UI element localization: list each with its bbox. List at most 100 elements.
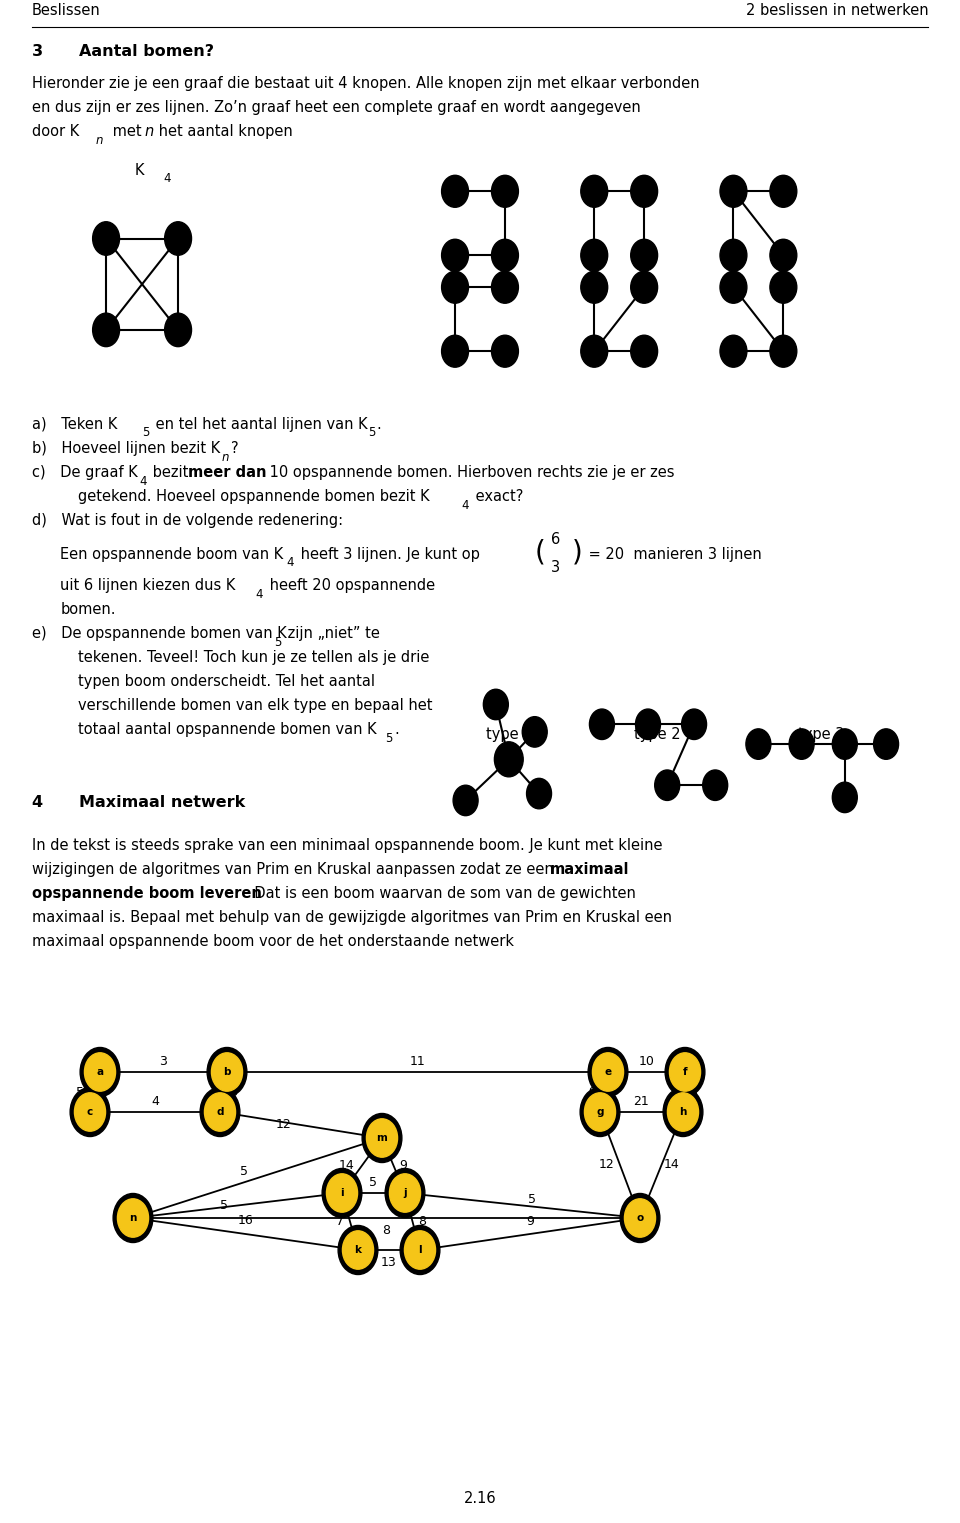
Text: b: b bbox=[224, 1068, 230, 1077]
Ellipse shape bbox=[400, 1226, 440, 1275]
Text: c) De graaf K: c) De graaf K bbox=[32, 465, 137, 480]
Ellipse shape bbox=[832, 783, 857, 813]
Text: heeft 20 opspannende: heeft 20 opspannende bbox=[265, 579, 435, 592]
Ellipse shape bbox=[484, 690, 509, 720]
Text: maximaal is. Bepaal met behulp van de gewijzigde algoritmes van Prim en Kruskal : maximaal is. Bepaal met behulp van de ge… bbox=[32, 911, 672, 924]
Ellipse shape bbox=[720, 239, 747, 271]
Text: 21: 21 bbox=[634, 1095, 649, 1107]
Ellipse shape bbox=[343, 1231, 373, 1269]
Ellipse shape bbox=[581, 175, 608, 207]
Ellipse shape bbox=[84, 1052, 115, 1090]
Ellipse shape bbox=[80, 1048, 120, 1097]
Text: d) Wat is fout in de volgende redenering:: d) Wat is fout in de volgende redenering… bbox=[32, 513, 343, 528]
Ellipse shape bbox=[442, 239, 468, 271]
Ellipse shape bbox=[631, 239, 658, 271]
Text: n: n bbox=[130, 1212, 136, 1223]
Text: 5: 5 bbox=[220, 1199, 228, 1212]
Text: 5: 5 bbox=[385, 733, 393, 745]
Ellipse shape bbox=[631, 271, 658, 303]
Ellipse shape bbox=[874, 730, 899, 760]
Text: 5: 5 bbox=[142, 426, 150, 440]
Ellipse shape bbox=[588, 1048, 628, 1097]
Text: 14: 14 bbox=[339, 1159, 354, 1173]
Text: type 1: type 1 bbox=[486, 728, 532, 742]
Text: n: n bbox=[144, 125, 154, 140]
Text: a) Teken K: a) Teken K bbox=[32, 417, 117, 433]
Text: l: l bbox=[419, 1244, 421, 1255]
Ellipse shape bbox=[655, 771, 680, 801]
Ellipse shape bbox=[390, 1174, 420, 1212]
Text: exact?: exact? bbox=[471, 489, 524, 504]
Text: het aantal knopen: het aantal knopen bbox=[154, 125, 293, 140]
Ellipse shape bbox=[624, 1199, 656, 1237]
Text: j: j bbox=[403, 1188, 407, 1199]
Text: opspannende boom leveren: opspannende boom leveren bbox=[32, 886, 261, 902]
Text: 6: 6 bbox=[551, 532, 561, 547]
Ellipse shape bbox=[113, 1194, 153, 1243]
Text: i: i bbox=[340, 1188, 344, 1199]
Ellipse shape bbox=[770, 239, 797, 271]
Ellipse shape bbox=[385, 1168, 425, 1217]
Text: 5: 5 bbox=[528, 1193, 536, 1206]
Ellipse shape bbox=[404, 1231, 436, 1269]
Text: h: h bbox=[680, 1107, 686, 1116]
Text: typen boom onderscheidt. Tel het aantal: typen boom onderscheidt. Tel het aantal bbox=[78, 675, 374, 690]
Ellipse shape bbox=[492, 271, 518, 303]
Text: 3: 3 bbox=[32, 44, 43, 59]
Ellipse shape bbox=[667, 1094, 699, 1132]
Ellipse shape bbox=[492, 175, 518, 207]
Ellipse shape bbox=[631, 335, 658, 367]
Ellipse shape bbox=[770, 175, 797, 207]
Text: = 20  manieren 3 lijnen: = 20 manieren 3 lijnen bbox=[584, 547, 761, 562]
Text: 4: 4 bbox=[32, 795, 43, 810]
Text: K: K bbox=[134, 163, 144, 178]
Text: n: n bbox=[96, 134, 104, 148]
Text: 4: 4 bbox=[462, 498, 469, 512]
Text: ?: ? bbox=[231, 442, 239, 455]
Text: zijn „niet” te: zijn „niet” te bbox=[283, 626, 380, 641]
Ellipse shape bbox=[746, 730, 771, 760]
Text: b) Hoeveel lijnen bezit K: b) Hoeveel lijnen bezit K bbox=[32, 442, 220, 455]
Text: o: o bbox=[636, 1212, 643, 1223]
Ellipse shape bbox=[832, 730, 857, 760]
Text: Maximaal netwerk: Maximaal netwerk bbox=[79, 795, 245, 810]
Text: 3: 3 bbox=[159, 1055, 167, 1068]
Text: totaal aantal opspannende bomen van K: totaal aantal opspannende bomen van K bbox=[78, 722, 376, 737]
Ellipse shape bbox=[117, 1199, 149, 1237]
Text: 5: 5 bbox=[76, 1086, 84, 1098]
Ellipse shape bbox=[92, 222, 119, 256]
Ellipse shape bbox=[70, 1087, 109, 1136]
Ellipse shape bbox=[631, 175, 658, 207]
Text: Beslissen: Beslissen bbox=[32, 3, 101, 18]
Text: 5: 5 bbox=[368, 426, 375, 440]
Ellipse shape bbox=[442, 175, 468, 207]
Ellipse shape bbox=[211, 1052, 243, 1090]
Ellipse shape bbox=[585, 1094, 615, 1132]
Ellipse shape bbox=[580, 1087, 620, 1136]
Text: tekenen. Teveel! Toch kun je ze tellen als je drie: tekenen. Teveel! Toch kun je ze tellen a… bbox=[78, 650, 429, 666]
Ellipse shape bbox=[200, 1087, 240, 1136]
Text: 9: 9 bbox=[588, 1086, 596, 1098]
Ellipse shape bbox=[720, 335, 747, 367]
Ellipse shape bbox=[620, 1194, 660, 1243]
Text: 3: 3 bbox=[551, 560, 561, 576]
Ellipse shape bbox=[770, 335, 797, 367]
Ellipse shape bbox=[526, 778, 551, 809]
Ellipse shape bbox=[682, 710, 707, 740]
Ellipse shape bbox=[92, 314, 119, 347]
Text: 6: 6 bbox=[229, 1086, 237, 1098]
Text: uit 6 lijnen kiezen dus K: uit 6 lijnen kiezen dus K bbox=[60, 579, 236, 592]
Text: heeft 3 lijnen. Je kunt op: heeft 3 lijnen. Je kunt op bbox=[296, 547, 484, 562]
Text: meer dan: meer dan bbox=[188, 465, 267, 480]
Ellipse shape bbox=[494, 742, 523, 777]
Text: wijzigingen de algoritmes van Prim en Kruskal aanpassen zodat ze een: wijzigingen de algoritmes van Prim en Kr… bbox=[32, 862, 558, 877]
Ellipse shape bbox=[453, 786, 478, 816]
Ellipse shape bbox=[442, 271, 468, 303]
Ellipse shape bbox=[362, 1113, 402, 1162]
Text: door K: door K bbox=[32, 125, 79, 140]
Text: c: c bbox=[86, 1107, 93, 1116]
Ellipse shape bbox=[581, 335, 608, 367]
Text: 11: 11 bbox=[410, 1055, 425, 1068]
Text: 5: 5 bbox=[370, 1176, 377, 1189]
Text: maximaal opspannende boom voor de het onderstaande netwerk: maximaal opspannende boom voor de het on… bbox=[32, 934, 514, 949]
